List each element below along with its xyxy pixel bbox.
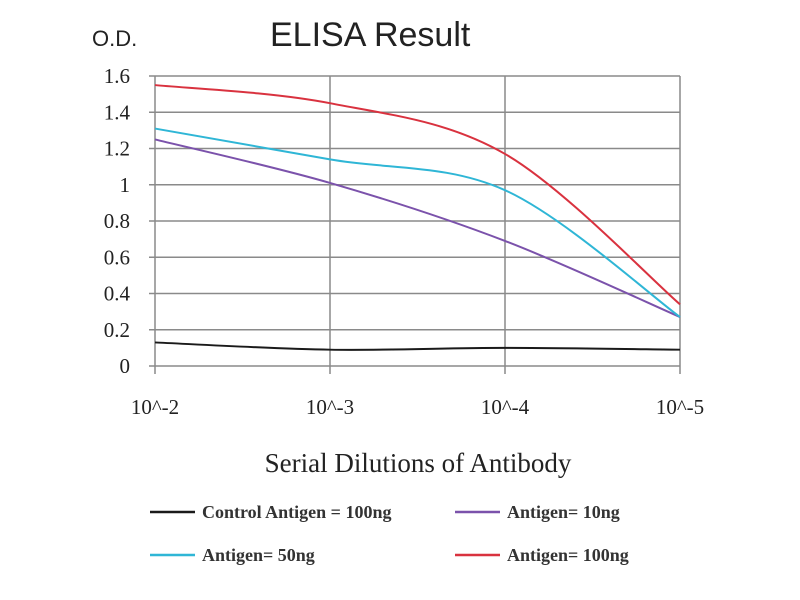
x-tick-label: 10^-4 bbox=[481, 395, 530, 419]
series-line bbox=[154, 138, 681, 318]
y-axis-label: O.D. bbox=[92, 26, 137, 51]
legend-label: Antigen= 100ng bbox=[507, 545, 629, 565]
legend-label: Control Antigen = 100ng bbox=[202, 502, 391, 522]
y-tick-label: 1.2 bbox=[104, 137, 130, 161]
legend-label: Antigen= 50ng bbox=[202, 545, 315, 565]
x-tick-label: 10^-3 bbox=[306, 395, 354, 419]
y-tick-label: 0.2 bbox=[104, 318, 130, 342]
series-line bbox=[154, 84, 681, 306]
y-tick-label: 1.6 bbox=[104, 64, 130, 88]
y-tick-label: 0.6 bbox=[104, 245, 130, 269]
series-line bbox=[154, 127, 681, 318]
legend-label: Antigen= 10ng bbox=[507, 502, 620, 522]
y-tick-label: 0 bbox=[120, 354, 131, 378]
y-tick-label: 1 bbox=[120, 173, 131, 197]
series-line bbox=[154, 341, 681, 351]
x-tick-label: 10^-2 bbox=[131, 395, 179, 419]
x-axis-label: Serial Dilutions of Antibody bbox=[265, 448, 572, 478]
y-tick-label: 0.4 bbox=[104, 282, 131, 306]
x-tick-label: 10^-5 bbox=[656, 395, 704, 419]
chart-title: ELISA Result bbox=[270, 16, 471, 54]
y-tick-label: 0.8 bbox=[104, 209, 130, 233]
y-tick-label: 1.4 bbox=[104, 100, 131, 124]
